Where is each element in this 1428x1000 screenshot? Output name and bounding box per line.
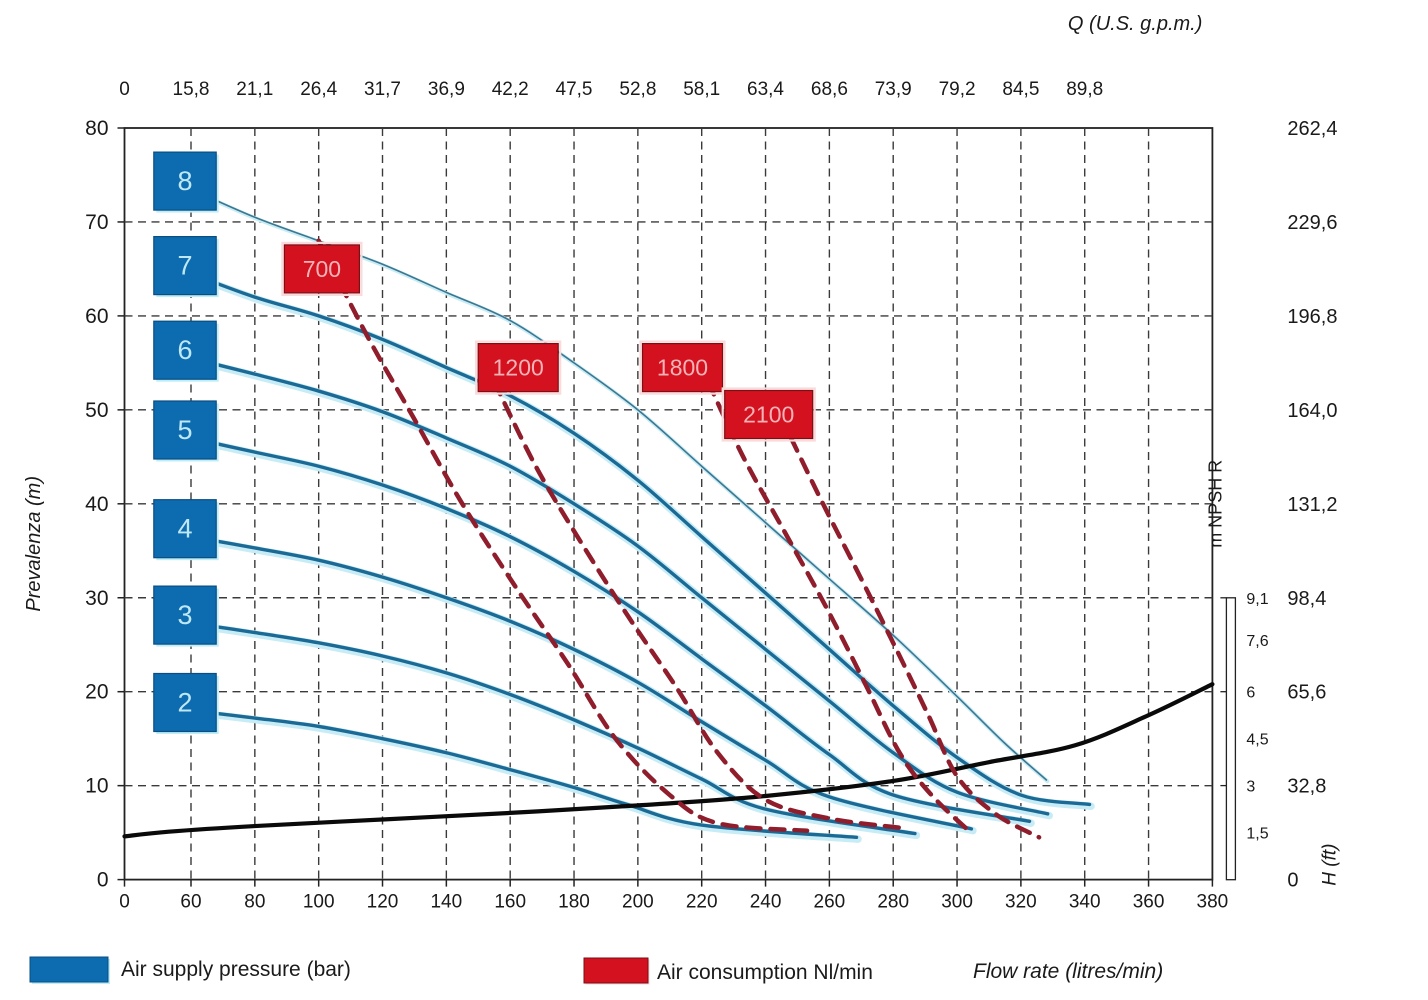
svg-text:7: 7 [177, 251, 192, 281]
svg-text:36,9: 36,9 [428, 79, 465, 100]
svg-text:1,5: 1,5 [1246, 826, 1268, 843]
svg-text:131,2: 131,2 [1287, 494, 1337, 516]
svg-text:60: 60 [85, 305, 108, 328]
svg-text:700: 700 [303, 256, 341, 282]
svg-text:220: 220 [686, 892, 718, 913]
svg-text:H (ft): H (ft) [1319, 843, 1340, 885]
svg-text:47,5: 47,5 [556, 79, 593, 100]
svg-text:Flow rate (litres/min): Flow rate (litres/min) [973, 960, 1163, 983]
svg-text:2100: 2100 [743, 402, 794, 428]
svg-text:7,6: 7,6 [1246, 633, 1268, 650]
svg-text:Q (U.S. g.p.m.): Q (U.S. g.p.m.) [1068, 13, 1202, 35]
svg-text:1800: 1800 [657, 355, 708, 381]
svg-text:6: 6 [1246, 685, 1255, 702]
svg-text:40: 40 [85, 493, 108, 516]
svg-text:2: 2 [177, 688, 192, 718]
svg-text:15,8: 15,8 [173, 79, 210, 100]
svg-text:26,4: 26,4 [300, 79, 337, 100]
svg-text:0: 0 [97, 869, 109, 892]
svg-text:200: 200 [622, 892, 654, 913]
svg-text:Prevalenza (m): Prevalenza (m) [23, 476, 45, 612]
svg-text:300: 300 [941, 892, 973, 913]
svg-text:60: 60 [180, 892, 201, 913]
svg-text:3: 3 [177, 600, 192, 630]
svg-text:80: 80 [244, 892, 265, 913]
svg-text:Air supply pressure (bar): Air supply pressure (bar) [121, 958, 351, 981]
svg-text:229,6: 229,6 [1287, 212, 1337, 234]
svg-text:31,7: 31,7 [364, 79, 401, 100]
svg-text:9,1: 9,1 [1246, 591, 1268, 608]
svg-text:42,2: 42,2 [492, 79, 529, 100]
svg-text:1200: 1200 [493, 355, 544, 381]
svg-text:380: 380 [1197, 892, 1229, 913]
svg-text:196,8: 196,8 [1287, 306, 1337, 328]
svg-text:260: 260 [814, 892, 846, 913]
svg-text:140: 140 [430, 892, 462, 913]
svg-text:340: 340 [1069, 892, 1101, 913]
svg-text:180: 180 [558, 892, 590, 913]
svg-text:262,4: 262,4 [1287, 118, 1337, 140]
svg-text:89,8: 89,8 [1066, 79, 1103, 100]
svg-text:63,4: 63,4 [747, 79, 784, 100]
svg-text:30: 30 [85, 587, 108, 610]
svg-text:5: 5 [177, 415, 192, 445]
svg-text:10: 10 [85, 775, 108, 798]
svg-text:20: 20 [85, 681, 108, 704]
svg-text:0: 0 [1287, 870, 1298, 892]
svg-text:73,9: 73,9 [875, 79, 912, 100]
svg-text:32,8: 32,8 [1287, 776, 1326, 798]
svg-text:50: 50 [85, 399, 108, 422]
svg-text:100: 100 [303, 892, 335, 913]
svg-text:m NPSH R: m NPSH R [1205, 460, 1225, 548]
svg-text:164,0: 164,0 [1287, 400, 1337, 422]
svg-text:65,6: 65,6 [1287, 682, 1326, 704]
svg-text:0: 0 [119, 892, 130, 913]
svg-text:79,2: 79,2 [939, 79, 976, 100]
svg-text:160: 160 [494, 892, 526, 913]
svg-text:80: 80 [85, 117, 108, 140]
svg-text:68,6: 68,6 [811, 79, 848, 100]
svg-text:4,5: 4,5 [1246, 732, 1268, 749]
svg-text:4: 4 [177, 514, 192, 544]
svg-text:320: 320 [1005, 892, 1037, 913]
svg-text:280: 280 [877, 892, 909, 913]
svg-text:360: 360 [1133, 892, 1165, 913]
svg-text:120: 120 [367, 892, 399, 913]
svg-text:98,4: 98,4 [1287, 588, 1326, 610]
svg-text:8: 8 [177, 166, 192, 196]
svg-text:70: 70 [85, 211, 108, 234]
svg-text:0: 0 [119, 79, 130, 100]
svg-text:240: 240 [750, 892, 782, 913]
svg-text:21,1: 21,1 [236, 79, 273, 100]
svg-text:84,5: 84,5 [1002, 79, 1039, 100]
svg-text:3: 3 [1246, 779, 1255, 796]
svg-text:58,1: 58,1 [683, 79, 720, 100]
svg-text:6: 6 [177, 335, 192, 365]
svg-text:Air consumption Nl/min: Air consumption Nl/min [657, 961, 873, 984]
svg-text:52,8: 52,8 [619, 79, 656, 100]
